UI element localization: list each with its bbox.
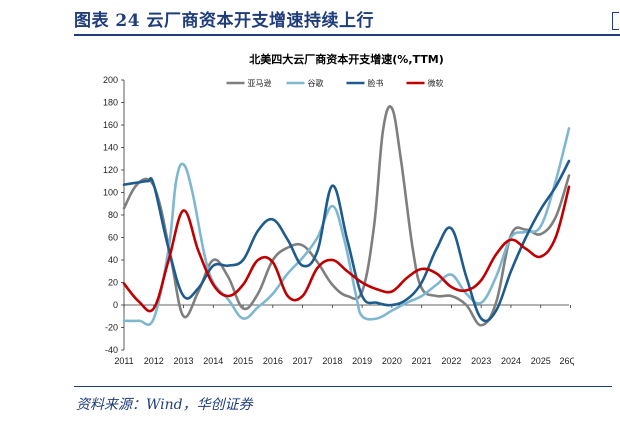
x-tick-label: 2012 [144, 356, 164, 366]
y-tick-label: 100 [103, 188, 118, 198]
source-rule [74, 386, 612, 387]
x-tick-label: 2016 [263, 356, 283, 366]
y-tick-label: -40 [105, 345, 118, 355]
x-tick-label: 2018 [322, 356, 342, 366]
legend-label: 微软 [428, 78, 444, 88]
x-tick-label: 2020 [382, 356, 402, 366]
x-tick-label: 2024 [501, 356, 521, 366]
x-tick-label: 2015 [233, 356, 253, 366]
y-tick-label: 60 [108, 233, 118, 243]
legend-label: 亚马逊 [248, 78, 272, 88]
series-line-3 [122, 159, 571, 323]
legend-label: 谷歌 [308, 78, 324, 88]
y-tick-label: 160 [103, 120, 118, 130]
y-tick-label: 0 [113, 300, 118, 310]
x-tick-label: 2017 [293, 356, 313, 366]
chart-title: 北美四大云厂商资本开支增速(%,TTM) [249, 52, 443, 66]
y-tick-label: 40 [108, 255, 118, 265]
figure-title: 图表 24 云厂商资本开支增速持续上行 [74, 11, 374, 31]
x-tick-label: 2022 [441, 356, 461, 366]
y-tick-label: 20 [108, 278, 118, 288]
source-note: 资料来源：Wind，华创证券 [76, 397, 253, 413]
x-tick-label: 26Q2 [559, 356, 574, 366]
next-figure-edge [612, 12, 619, 30]
y-axis: -40 -20 0 20 40 60 80 100 120 140 160 180 200 [103, 75, 125, 355]
y-tick-label: 80 [108, 210, 118, 220]
x-tick-label: 2021 [412, 356, 432, 366]
y-tick-label: -20 [105, 323, 118, 333]
line-chart: 北美四大云厂商资本开支增速(%,TTM) 亚马逊 谷歌 脸书 微软 -40-20020… [103, 52, 574, 366]
x-tick-label: 2013 [174, 356, 194, 366]
y-tick-label: 120 [103, 165, 118, 175]
y-tick-label: 200 [103, 75, 118, 85]
legend-item: 谷歌 [286, 78, 324, 88]
x-tick-label: 2014 [203, 356, 223, 366]
x-tick-label: 2025 [531, 356, 551, 366]
x-tick-label: 2019 [352, 356, 372, 366]
y-tick-label: 180 [103, 98, 118, 108]
series-lines [122, 105, 571, 327]
chart-legend: 亚马逊 谷歌 脸书 微软 [226, 78, 444, 88]
legend-item: 微软 [406, 78, 444, 88]
y-tick-label: 140 [103, 143, 118, 153]
series-line-2 [122, 127, 571, 327]
next-figure-rule [612, 34, 620, 36]
legend-item: 亚马逊 [226, 78, 272, 88]
x-axis: 2011 2012 2013 2014 2015 2016 2017 2018 2019 2020… [114, 304, 574, 366]
x-tick-label: 2023 [471, 356, 491, 366]
title-rule [74, 34, 612, 36]
series-line-4 [122, 185, 571, 313]
legend-label: 脸书 [368, 78, 384, 88]
legend-item: 脸书 [346, 78, 384, 88]
x-tick-label: 2011 [114, 356, 133, 366]
